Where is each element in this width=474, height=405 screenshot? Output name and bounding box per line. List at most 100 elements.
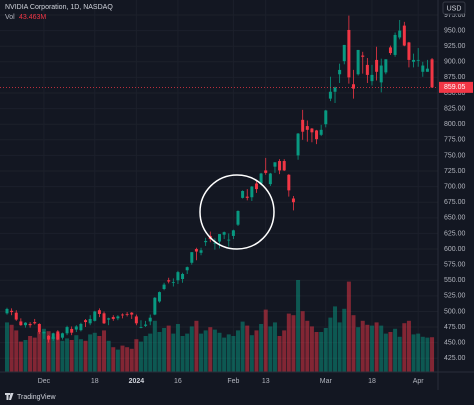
candle-body	[23, 322, 27, 326]
volume-bar	[194, 320, 199, 372]
candle-body	[88, 318, 92, 324]
candle-body	[102, 313, 106, 324]
candle-body	[388, 47, 392, 54]
volume-bar	[23, 340, 28, 372]
candle-body	[231, 230, 235, 236]
y-tick-label: 975.00	[444, 12, 466, 19]
candle-body	[65, 327, 69, 334]
volume-bar	[143, 336, 148, 372]
y-tick-label: 550.00	[444, 277, 466, 284]
last-price-box	[439, 81, 473, 93]
candle-body	[107, 318, 111, 320]
candle-body	[111, 317, 115, 319]
volume-bar	[217, 332, 222, 372]
volume-bar	[268, 326, 273, 372]
axes: 425.00 450.00 475.00 500.00 525.00 550.00 575.…	[38, 12, 473, 385]
candle-body	[19, 321, 23, 326]
candle-body	[407, 42, 411, 60]
candle-body	[241, 190, 245, 198]
candle-body	[268, 173, 272, 185]
volume-bar	[388, 332, 393, 372]
volume-bar	[406, 320, 411, 372]
currency-box[interactable]	[442, 1, 466, 15]
y-tick-label: 925.00	[444, 43, 466, 50]
candle-body	[352, 84, 355, 89]
candle-body	[213, 242, 217, 244]
volume-bar	[305, 320, 310, 372]
volume-bar	[346, 281, 351, 372]
volume-bar	[277, 336, 282, 372]
volume-bar	[222, 337, 227, 372]
candle-body	[287, 174, 291, 191]
candle-body	[218, 234, 222, 242]
volume-bar	[231, 336, 236, 372]
volume-bar	[166, 325, 171, 372]
candle-body	[412, 59, 416, 62]
volume-bar	[240, 321, 245, 372]
y-tick-label: 725.00	[444, 168, 466, 175]
volume-bar	[157, 332, 162, 372]
volume-value: 43.463M	[19, 14, 46, 21]
volume-bar	[411, 334, 416, 372]
candle-body	[430, 59, 434, 88]
candle-body	[157, 292, 161, 302]
candle-body	[319, 129, 323, 135]
volume-bar	[328, 317, 333, 372]
candle-body	[384, 59, 388, 73]
volume-bar	[14, 330, 19, 372]
candle-body	[181, 274, 185, 279]
candle-body	[74, 326, 78, 330]
volume-bar	[226, 334, 231, 372]
candle-body	[236, 210, 240, 225]
y-tick-label: 900.00	[444, 59, 466, 66]
volume-bar	[138, 341, 143, 372]
candle-body	[370, 74, 374, 82]
y-tick-label: 800.00	[444, 121, 466, 128]
candle-body	[79, 323, 83, 331]
x-tick-label: Mar	[320, 378, 333, 385]
candle-body	[347, 29, 351, 78]
x-tick-label: Dec	[38, 378, 51, 385]
annotation-circle	[199, 174, 275, 250]
volume-bar	[360, 320, 365, 372]
volume-bar	[425, 337, 430, 372]
y-tick-label: 825.00	[444, 105, 466, 112]
candle-body	[379, 65, 383, 83]
volume-bar	[111, 347, 116, 372]
y-tick-label: 775.00	[444, 137, 466, 144]
candle-body	[93, 311, 97, 321]
x-tick-label: 2024	[129, 378, 145, 385]
volume-bar	[83, 340, 88, 372]
volume-bar	[356, 327, 361, 372]
symbol-title: NVIDIA Corporation, 1D, NASDAQ	[5, 4, 113, 11]
volume-bar	[342, 308, 347, 372]
candle-body	[416, 59, 420, 61]
candle-body	[361, 55, 365, 57]
candle-body	[291, 198, 295, 203]
volume-bar	[379, 325, 384, 372]
candle-body	[144, 324, 148, 326]
candle-body	[254, 183, 258, 190]
volume-bar	[351, 315, 356, 372]
volume-bar	[125, 347, 130, 372]
volume-bar	[120, 345, 125, 372]
currency[interactable]: USD	[447, 5, 462, 12]
volume-bar	[208, 327, 213, 372]
candle-body	[296, 133, 300, 156]
candle-body	[121, 314, 124, 316]
volume-bar	[203, 330, 208, 372]
candle-body	[421, 65, 425, 72]
last-price-label: 859.05	[444, 84, 466, 91]
volume-bar	[430, 337, 435, 372]
volume-bar	[32, 337, 37, 372]
volume-bar	[212, 329, 217, 372]
candle-body	[310, 128, 314, 133]
volume-bar	[365, 324, 370, 372]
candle-body	[153, 297, 157, 315]
y-tick-label: 850.00	[444, 90, 466, 97]
volume-bar	[249, 335, 254, 372]
candle-body	[356, 49, 360, 75]
volume-bar	[175, 324, 180, 372]
